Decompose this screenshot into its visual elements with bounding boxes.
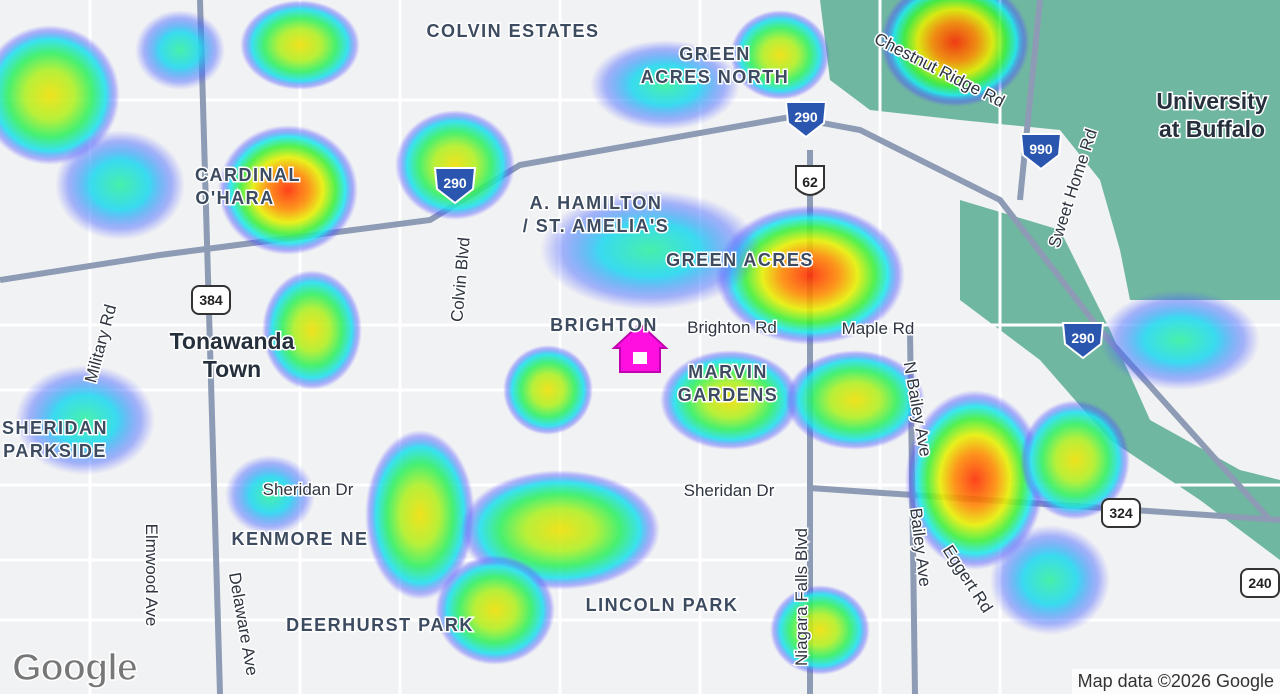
shield-shape <box>1061 322 1105 360</box>
shield-shape <box>1240 568 1280 598</box>
place-label: DEERHURST PARK <box>286 615 474 635</box>
place-label: MARVIN <box>688 362 768 382</box>
road-label: Colvin Blvd <box>447 236 473 322</box>
shield-shape <box>191 285 231 315</box>
home-marker[interactable] <box>611 322 669 373</box>
place-label: CARDINAL <box>195 165 301 185</box>
town-label: Town <box>203 356 261 382</box>
route-shield: 62 <box>795 165 825 196</box>
shield-label: 384 <box>199 292 223 308</box>
shield-label: 240 <box>1248 575 1272 591</box>
shield-shape <box>784 101 828 139</box>
attribution: Map data ©2026 Google <box>1071 669 1280 694</box>
road-label: Elmwood Ave <box>142 524 161 627</box>
place-label: GREEN <box>679 44 751 64</box>
poi-label: at Buffalo <box>1159 116 1265 142</box>
place-label: / ST. AMELIA'S <box>523 216 670 236</box>
route-shield: 990 <box>1019 133 1063 171</box>
place-label: COLVIN ESTATES <box>426 21 599 41</box>
road-label: Sheridan Dr <box>263 480 354 499</box>
shield-label: 290 <box>1071 330 1095 346</box>
shield-shape <box>1019 133 1063 171</box>
shield-shape <box>433 167 477 205</box>
town-label: Tonawanda <box>170 328 295 354</box>
route-shield: 324 <box>1101 498 1141 528</box>
place-label: O'HARA <box>195 188 274 208</box>
place-label: GREEN ACRES <box>666 250 814 270</box>
shield-label: 990 <box>1029 141 1053 157</box>
google-logo[interactable]: Google <box>11 646 138 690</box>
shield-shape <box>795 165 825 196</box>
route-shield: 240 <box>1240 568 1280 598</box>
road-label: Sheridan Dr <box>684 481 775 500</box>
shield-label: 290 <box>794 109 818 125</box>
place-label: GARDENS <box>678 385 779 405</box>
place-label: PARKSIDE <box>3 441 107 461</box>
shield-shape <box>1101 498 1141 528</box>
place-label: SHERIDAN <box>2 418 108 438</box>
road-label: Niagara Falls Blvd <box>792 528 811 666</box>
road-label: Delaware Ave <box>225 571 262 677</box>
heatmap <box>0 0 1260 675</box>
route-shield: 290 <box>1061 322 1105 360</box>
road-label: Maple Rd <box>842 319 915 338</box>
route-shield: 290 <box>784 101 828 139</box>
poi-label: University <box>1156 88 1267 114</box>
place-label: A. HAMILTON <box>530 193 663 213</box>
shield-label: 62 <box>802 174 818 190</box>
road-label: Brighton Rd <box>687 318 777 337</box>
place-label: LINCOLN PARK <box>586 595 739 615</box>
route-shield: 384 <box>191 285 231 315</box>
shield-label: 324 <box>1109 505 1133 521</box>
place-label: ACRES NORTH <box>641 67 790 87</box>
place-label: BRIGHTON <box>550 315 658 335</box>
shield-label: 290 <box>443 175 467 191</box>
place-label: KENMORE NE <box>231 529 368 549</box>
route-shield: 290 <box>433 167 477 205</box>
